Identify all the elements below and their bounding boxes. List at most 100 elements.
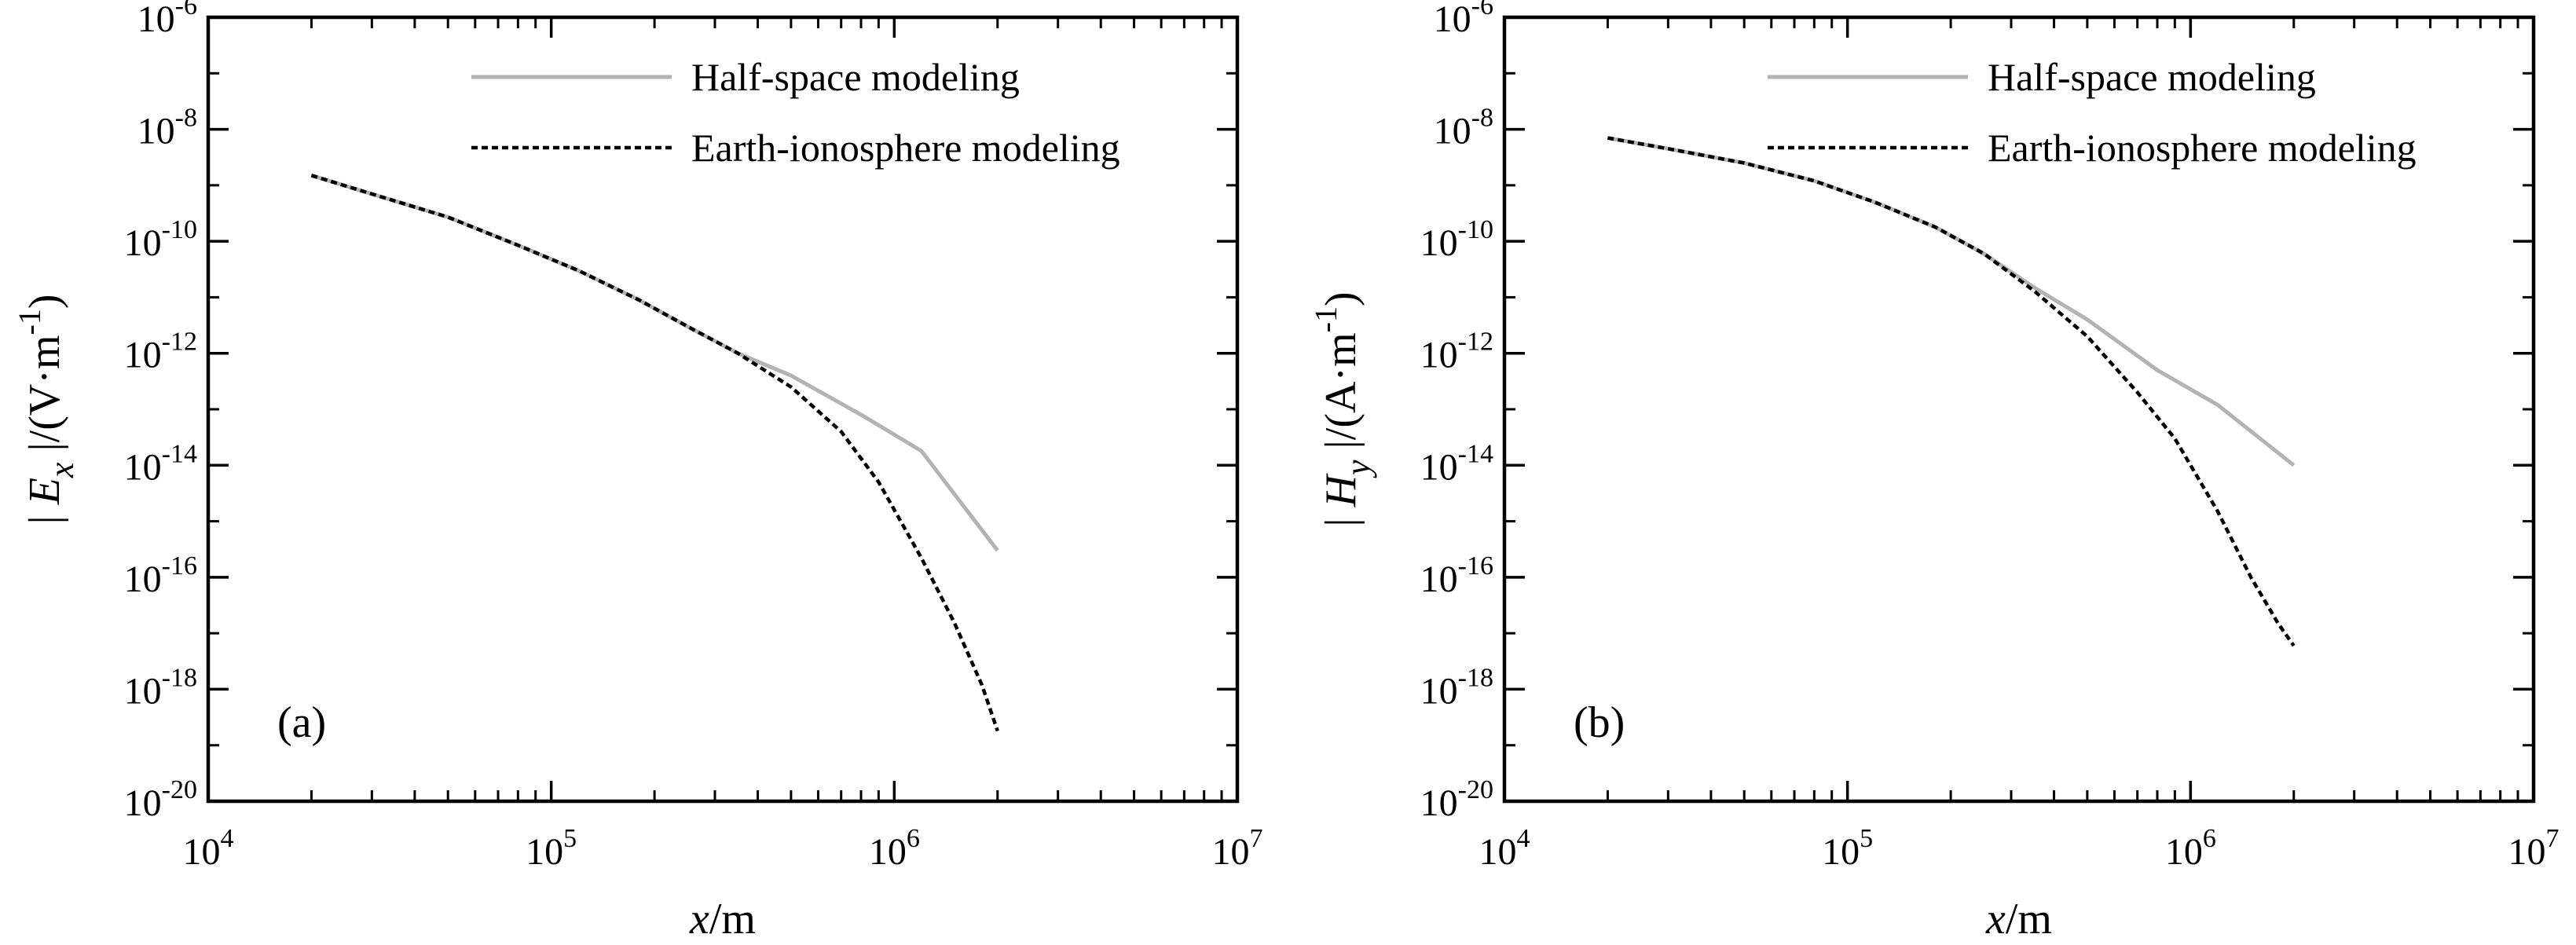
- y-tick-exponent: -6: [1471, 0, 1493, 20]
- y-tick-base: 10: [124, 559, 162, 600]
- y-tick-label: 10-20: [1420, 775, 1493, 824]
- chart-panel-b: 104 105 106 10710-610-810-1010-1210-1410-16…: [1308, 0, 2560, 943]
- y-tick-exponent: -6: [175, 0, 197, 20]
- x-axis-unit: /m: [709, 895, 756, 943]
- x-tick-exponent: 5: [1860, 824, 1873, 853]
- y-tick-base: 10: [124, 222, 162, 264]
- y-tick-exponent: -14: [1458, 439, 1493, 468]
- x-tick-exponent: 4: [221, 824, 234, 853]
- legend-label: Earth-ionosphere modeling: [691, 126, 1120, 170]
- y-tick-base: 10: [1420, 446, 1458, 488]
- y-axis-superscript: -1: [12, 309, 47, 335]
- x-tick-base: 10: [526, 831, 563, 873]
- y-tick-base: 10: [1420, 559, 1458, 600]
- y-axis-subscript: y: [1339, 460, 1377, 478]
- y-tick-label: 10-16: [124, 551, 197, 600]
- x-tick-label: 105: [526, 824, 577, 873]
- x-tick-label: 106: [869, 824, 920, 873]
- y-tick-base: 10: [124, 782, 162, 824]
- y-tick-base: 10: [1420, 782, 1458, 824]
- x-tick-exponent: 4: [1517, 824, 1530, 853]
- y-tick-label: 10-18: [1420, 663, 1493, 712]
- y-tick-exponent: -10: [162, 215, 197, 244]
- y-tick-label: 10-14: [124, 439, 197, 488]
- y-tick-exponent: -16: [162, 551, 197, 581]
- x-tick-base: 10: [1479, 831, 1517, 873]
- y-axis-close: ): [1317, 291, 1365, 306]
- x-tick-exponent: 7: [2546, 824, 2560, 853]
- y-tick-base: 10: [1434, 0, 1471, 40]
- x-tick-label: 105: [1822, 824, 1873, 873]
- y-tick-label: 10-10: [124, 215, 197, 264]
- x-tick-label: 107: [1212, 824, 1263, 873]
- y-tick-exponent: -12: [1458, 328, 1493, 357]
- x-axis-variable: x: [689, 895, 709, 943]
- y-tick-label: 10-8: [137, 104, 197, 152]
- y-tick-exponent: -18: [1458, 663, 1493, 692]
- y-tick-base: 10: [124, 335, 162, 376]
- y-tick-base: 10: [137, 0, 175, 40]
- y-tick-exponent: -12: [162, 328, 197, 357]
- legend-label: Half-space modeling: [691, 55, 1020, 99]
- y-tick-label: 10-6: [137, 0, 197, 40]
- x-tick-base: 10: [183, 831, 221, 873]
- y-axis-variable: H: [1317, 473, 1365, 507]
- y-tick-base: 10: [1420, 670, 1458, 712]
- y-axis-prefix: |: [1317, 507, 1365, 526]
- y-tick-base: 10: [1420, 222, 1458, 264]
- x-tick-exponent: 7: [1250, 824, 1263, 853]
- y-tick-label: 10-18: [124, 663, 197, 712]
- y-axis-unit: |/(A·m: [1317, 332, 1365, 460]
- y-tick-base: 10: [1434, 111, 1471, 152]
- plot-frame: [1502, 15, 2536, 804]
- legend-label: Half-space modeling: [1988, 55, 2316, 99]
- panel-label: (a): [277, 698, 326, 747]
- y-tick-exponent: -20: [1458, 775, 1493, 804]
- x-axis-label: x/m: [1985, 895, 2052, 943]
- y-tick-base: 10: [124, 446, 162, 488]
- x-axis-label: x/m: [689, 895, 756, 943]
- y-tick-exponent: -16: [1458, 551, 1493, 581]
- y-axis-close: ): [20, 294, 69, 309]
- x-tick-base: 10: [1822, 831, 1860, 873]
- y-tick-label: 10-12: [1420, 328, 1493, 376]
- chart-panel-a: 104 105 106 10710-610-810-1010-1210-1410-16…: [12, 0, 1263, 943]
- x-tick-exponent: 6: [907, 824, 920, 853]
- y-tick-label: 10-14: [1420, 439, 1493, 488]
- x-tick-exponent: 5: [563, 824, 577, 853]
- y-tick-base: 10: [137, 111, 175, 152]
- x-tick-base: 10: [1212, 831, 1250, 873]
- y-tick-base: 10: [1420, 335, 1458, 376]
- x-tick-label: 104: [183, 824, 234, 873]
- y-tick-label: 10-6: [1434, 0, 1493, 40]
- plot-frame: [206, 15, 1240, 804]
- y-axis-subscript: x: [42, 462, 81, 478]
- y-tick-label: 10-8: [1434, 104, 1493, 152]
- y-tick-label: 10-20: [124, 775, 197, 824]
- legend-label: Earth-ionosphere modeling: [1988, 126, 2417, 170]
- x-tick-base: 10: [869, 831, 907, 873]
- x-tick-label: 106: [2165, 824, 2216, 873]
- y-axis-prefix: |: [20, 504, 69, 524]
- y-tick-exponent: -20: [162, 775, 197, 804]
- panel-label: (b): [1574, 698, 1625, 747]
- series-line-earth-ionosphere: [1607, 136, 2296, 647]
- y-tick-label: 10-16: [1420, 551, 1493, 600]
- x-axis-variable: x: [1985, 895, 2006, 943]
- y-tick-base: 10: [124, 670, 162, 712]
- x-tick-exponent: 6: [2203, 824, 2216, 853]
- y-axis-label: | Ex |/(V·m-1): [12, 294, 81, 524]
- series-line-earth-ionosphere: [310, 174, 999, 732]
- x-tick-base: 10: [2165, 831, 2203, 873]
- y-tick-exponent: -18: [162, 663, 197, 692]
- y-tick-label: 10-10: [1420, 215, 1493, 264]
- y-axis-label: | Hy |/(A·m-1): [1308, 291, 1377, 526]
- y-axis-variable: E: [20, 478, 69, 505]
- y-axis-superscript: -1: [1308, 306, 1343, 332]
- y-tick-exponent: -14: [162, 439, 197, 468]
- x-axis-unit: /m: [2006, 895, 2052, 943]
- y-tick-label: 10-12: [124, 328, 197, 376]
- y-tick-exponent: -8: [175, 104, 197, 133]
- x-tick-label: 104: [1479, 824, 1530, 873]
